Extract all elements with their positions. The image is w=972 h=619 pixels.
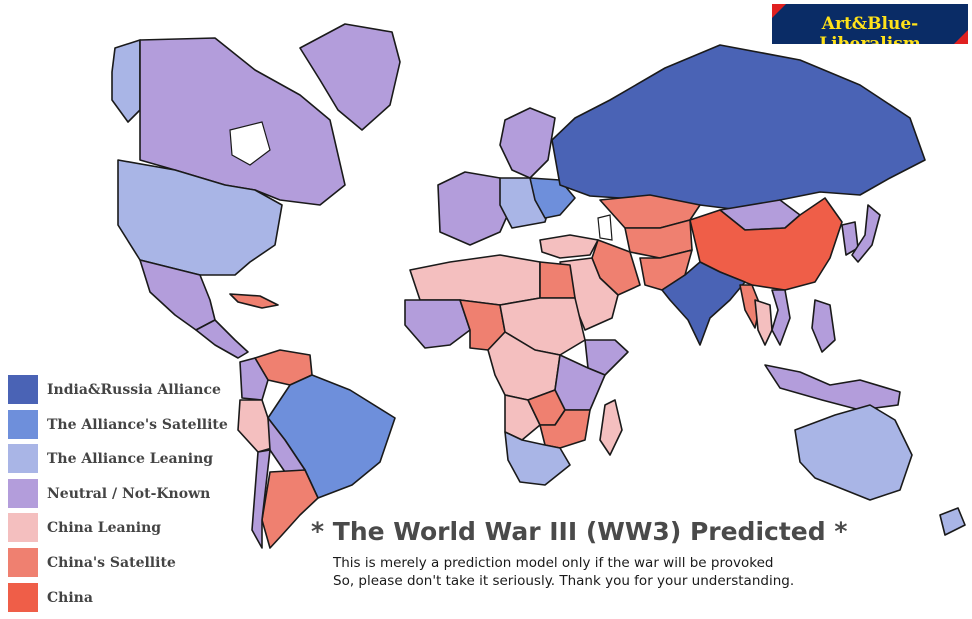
region-egypt [539, 261, 576, 299]
legend-label: The Alliance Leaning [45, 451, 216, 468]
legend-row-satellite: The Alliance's Satellite [7, 408, 247, 444]
region-angola [504, 394, 541, 441]
badge-corner-bottom-right [954, 30, 968, 44]
legend-swatch [7, 408, 39, 440]
legend-label: Neutral / Not-Known [45, 485, 213, 502]
map-title: * The World War III (WW3) Predicted * [307, 517, 852, 546]
legend-row-alliance: India&Russia Alliance [7, 374, 247, 409]
legend-swatch [7, 512, 39, 544]
subtitle-line-2: So, please don't take it seriously. Than… [330, 573, 798, 589]
legend-label: China [45, 589, 95, 606]
region-madagascar [599, 399, 623, 456]
legend-row-china: China [7, 581, 247, 617]
map-legend: India&Russia Alliance The Alliance's Sat… [7, 374, 247, 616]
region-india [661, 261, 746, 346]
legend-swatch [7, 546, 39, 578]
legend-label: China's Satellite [45, 554, 178, 571]
legend-swatch [7, 374, 39, 405]
legend-label: China Leaning [45, 520, 164, 537]
legend-swatch [7, 443, 39, 475]
region-colombia [239, 357, 269, 401]
region-thailand [754, 299, 773, 346]
region-philippines [811, 299, 836, 353]
caspian-sea [597, 214, 613, 241]
region-cuba [229, 293, 279, 309]
region-horn-of-africa [584, 339, 629, 376]
region-chile [251, 449, 271, 549]
hudson-bay [229, 121, 271, 166]
legend-swatch [7, 477, 39, 509]
legend-swatch [7, 581, 39, 613]
region-indonesia [764, 364, 901, 411]
region-turkey [539, 234, 599, 259]
legend-label: India&Russia Alliance [45, 382, 223, 398]
region-argentina [261, 469, 319, 549]
region-western-europe [437, 171, 513, 246]
legend-row-china-satellite: China's Satellite [7, 546, 247, 582]
region-japan [851, 204, 881, 263]
region-central-america [195, 319, 249, 359]
legend-label: The Alliance's Satellite [45, 416, 230, 433]
legend-row-china-leaning: China Leaning [7, 512, 247, 547]
brand-badge: Art&Blue-Liberalism [770, 2, 970, 46]
legend-row-alliance-leaning: The Alliance Leaning [7, 443, 247, 478]
region-scandinavia [499, 107, 556, 179]
brand-title: Art&Blue-Liberalism [819, 14, 921, 46]
subtitle-line-1: This is merely a prediction model only i… [330, 555, 777, 571]
region-new-zealand [939, 507, 966, 536]
region-vietnam [771, 289, 791, 346]
legend-row-neutral: Neutral / Not-Known [7, 477, 247, 513]
badge-corner-top-left [772, 4, 786, 18]
region-southern-africa [504, 431, 571, 486]
region-greenland [299, 23, 401, 131]
region-australia [794, 404, 913, 501]
